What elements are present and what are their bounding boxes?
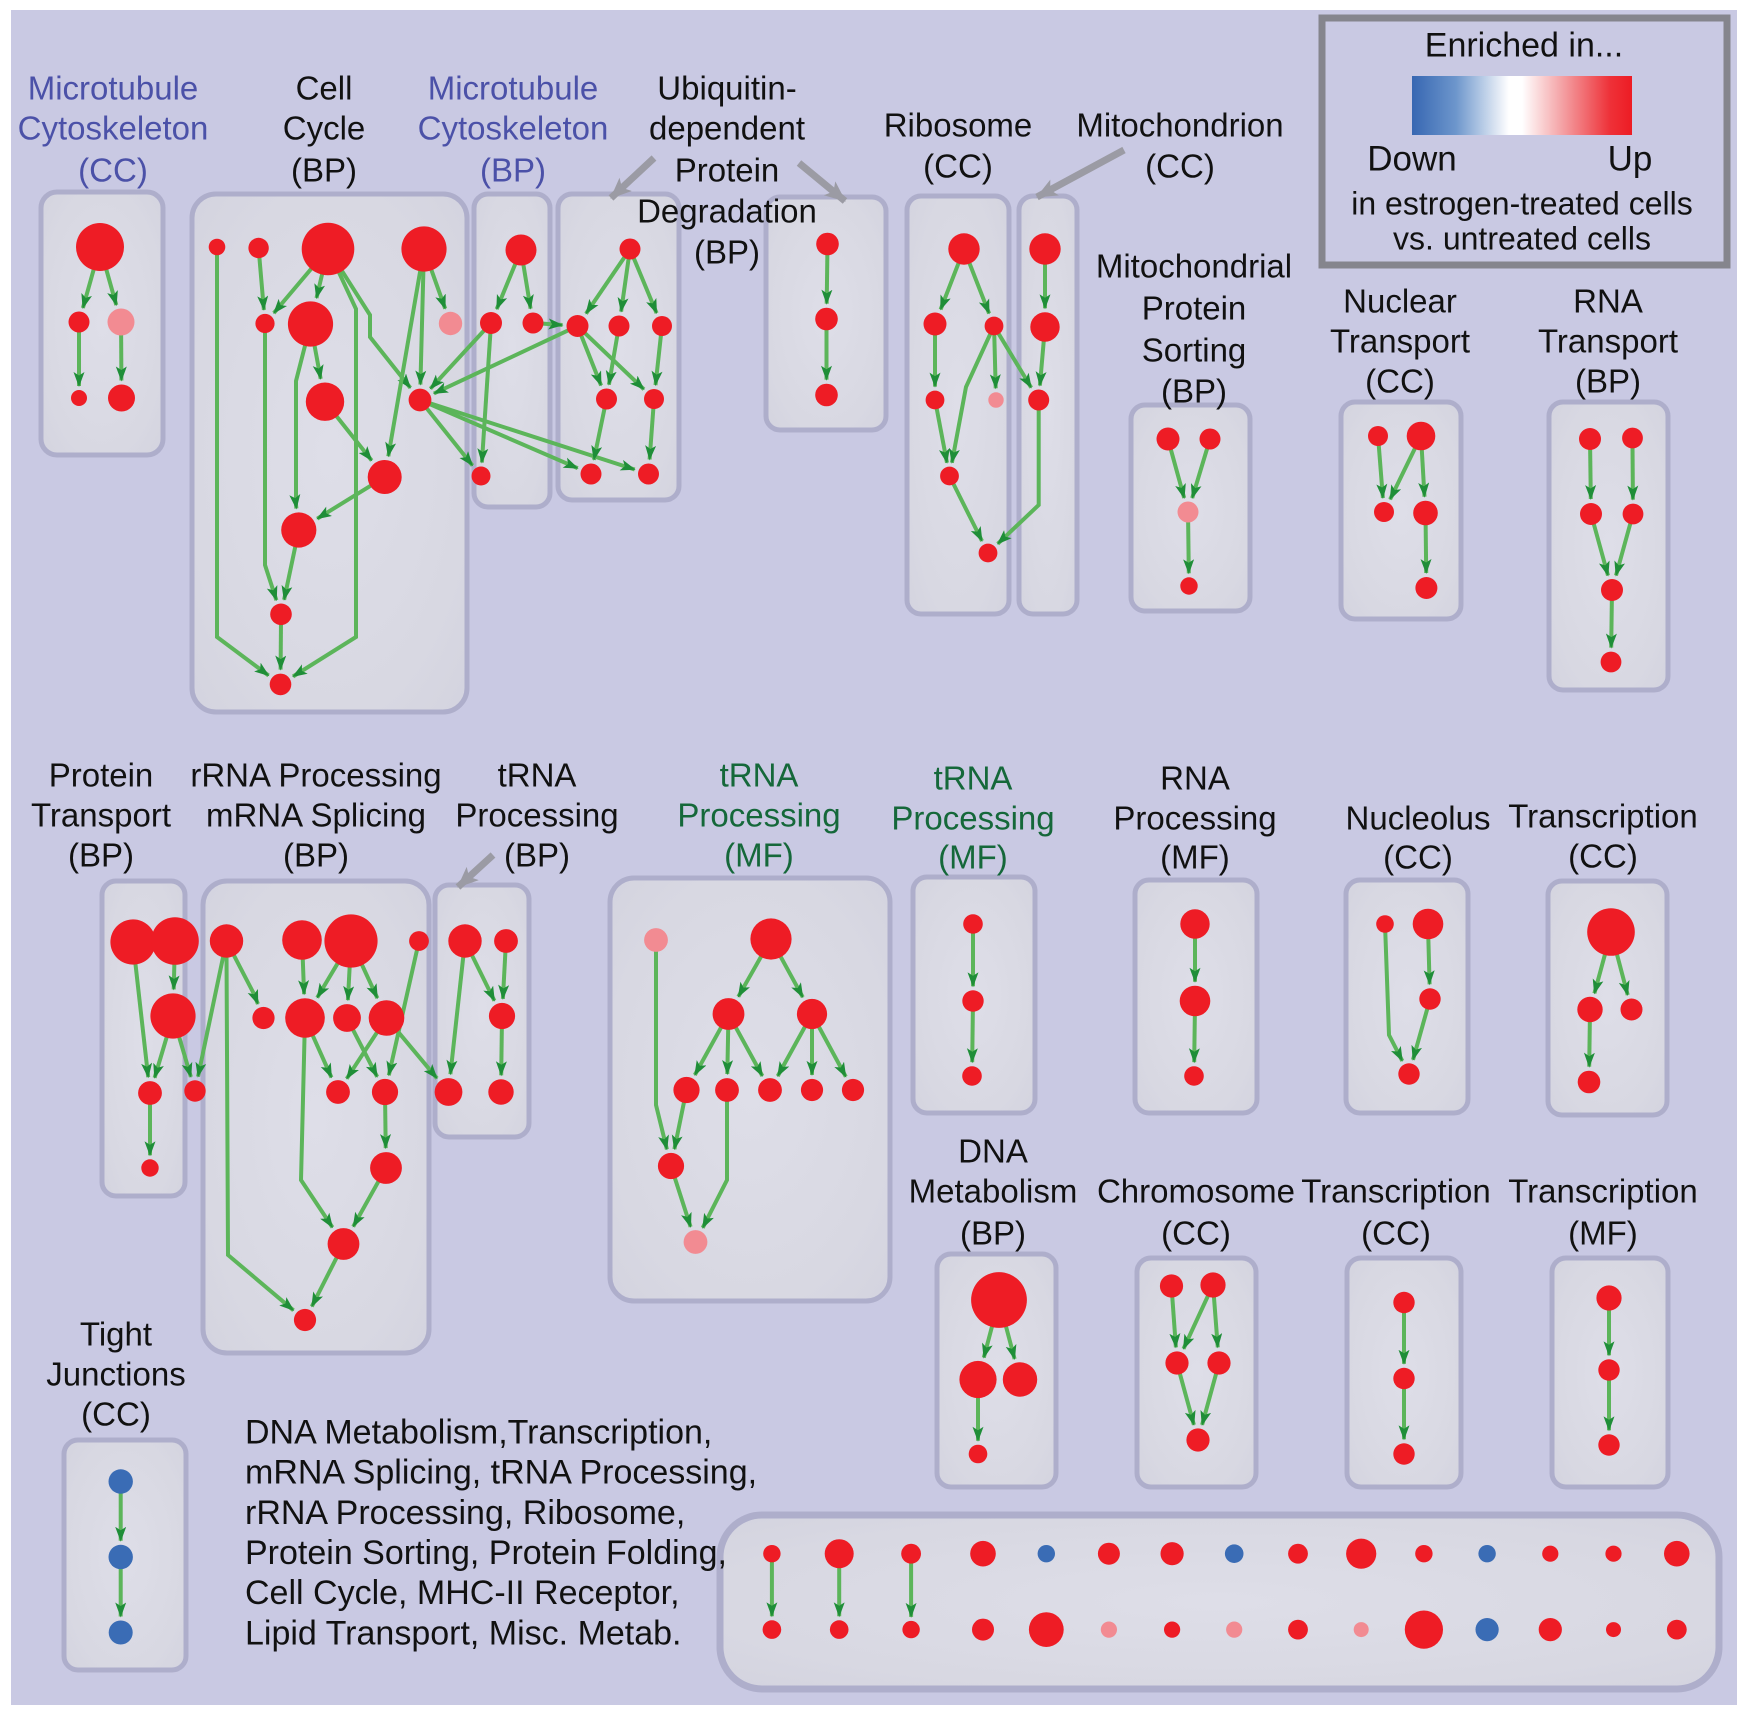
svg-text:DNA: DNA <box>958 1133 1028 1170</box>
svg-text:Mitochondrion: Mitochondrion <box>1076 107 1283 144</box>
svg-text:(CC): (CC) <box>923 148 993 185</box>
svg-text:(CC): (CC) <box>1568 838 1638 875</box>
svg-text:Lipid Transport, Misc. Metab.: Lipid Transport, Misc. Metab. <box>245 1615 682 1653</box>
svg-text:Protein Sorting, Protein Foldi: Protein Sorting, Protein Folding, <box>245 1534 727 1572</box>
svg-text:Tight: Tight <box>80 1316 152 1353</box>
svg-text:Cell: Cell <box>296 70 353 107</box>
svg-text:tRNA: tRNA <box>720 757 799 794</box>
svg-text:Protein: Protein <box>49 757 154 794</box>
svg-text:tRNA: tRNA <box>934 760 1013 797</box>
svg-text:Transcription: Transcription <box>1508 798 1698 835</box>
svg-text:Junctions: Junctions <box>46 1356 185 1393</box>
svg-text:(CC): (CC) <box>1161 1215 1231 1252</box>
svg-text:Chromosome: Chromosome <box>1097 1173 1295 1210</box>
svg-text:DNA Metabolism,Transcription,: DNA Metabolism,Transcription, <box>245 1414 712 1452</box>
svg-text:(BP): (BP) <box>1161 373 1227 410</box>
svg-text:Nuclear: Nuclear <box>1343 283 1457 320</box>
svg-text:Enriched in...: Enriched in... <box>1425 27 1623 65</box>
svg-text:(CC): (CC) <box>1383 839 1453 876</box>
svg-text:Degradation: Degradation <box>637 193 817 230</box>
svg-text:(CC): (CC) <box>1365 363 1435 400</box>
svg-text:mRNA Splicing, tRNA Processing: mRNA Splicing, tRNA Processing, <box>245 1453 757 1491</box>
svg-text:Metabolism: Metabolism <box>909 1173 1078 1210</box>
svg-text:mRNA Splicing: mRNA Splicing <box>206 797 426 834</box>
svg-text:(BP): (BP) <box>68 837 134 874</box>
svg-text:(CC): (CC) <box>81 1396 151 1433</box>
svg-text:Processing: Processing <box>891 800 1054 837</box>
svg-text:(MF): (MF) <box>938 839 1008 876</box>
svg-text:RNA: RNA <box>1160 760 1230 797</box>
svg-text:RNA: RNA <box>1573 283 1643 320</box>
svg-text:Transcription: Transcription <box>1508 1173 1698 1210</box>
svg-text:rRNA Processing, Ribosome,: rRNA Processing, Ribosome, <box>245 1494 685 1532</box>
svg-text:Nucleolus: Nucleolus <box>1346 800 1491 837</box>
svg-text:Up: Up <box>1608 140 1653 179</box>
svg-text:Sorting: Sorting <box>1142 332 1247 369</box>
svg-text:(CC): (CC) <box>78 152 148 189</box>
svg-text:Processing: Processing <box>1113 800 1276 837</box>
svg-text:(BP): (BP) <box>1575 363 1641 400</box>
svg-text:(BP): (BP) <box>504 837 570 874</box>
svg-text:Protein: Protein <box>1142 290 1247 327</box>
svg-text:Transport: Transport <box>1538 323 1678 360</box>
svg-text:(BP): (BP) <box>291 152 357 189</box>
svg-text:Cell Cycle, MHC-II Receptor,: Cell Cycle, MHC-II Receptor, <box>245 1574 680 1612</box>
svg-text:Microtubule: Microtubule <box>428 70 599 107</box>
svg-text:Transport: Transport <box>31 797 171 834</box>
svg-text:in estrogen-treated cells: in estrogen-treated cells <box>1351 186 1693 222</box>
svg-text:tRNA: tRNA <box>498 757 577 794</box>
svg-text:(BP): (BP) <box>694 234 760 271</box>
svg-text:Microtubule: Microtubule <box>28 70 199 107</box>
svg-text:dependent: dependent <box>649 110 805 147</box>
svg-text:(CC): (CC) <box>1361 1215 1431 1252</box>
svg-text:Cycle: Cycle <box>283 110 366 147</box>
svg-text:(CC): (CC) <box>1145 148 1215 185</box>
svg-text:Down: Down <box>1367 140 1456 179</box>
svg-text:Mitochondrial: Mitochondrial <box>1096 248 1292 285</box>
svg-text:Transport: Transport <box>1330 323 1470 360</box>
svg-text:Ribosome: Ribosome <box>884 107 1033 144</box>
svg-text:vs. untreated cells: vs. untreated cells <box>1393 221 1651 257</box>
svg-text:(BP): (BP) <box>960 1215 1026 1252</box>
svg-text:(MF): (MF) <box>1568 1215 1638 1252</box>
svg-text:Protein: Protein <box>675 152 780 189</box>
svg-text:(BP): (BP) <box>283 837 349 874</box>
svg-text:(BP): (BP) <box>480 152 546 189</box>
svg-text:Processing: Processing <box>677 797 840 834</box>
svg-text:Transcription: Transcription <box>1301 1173 1491 1210</box>
svg-text:(MF): (MF) <box>1160 839 1230 876</box>
svg-text:(MF): (MF) <box>724 837 794 874</box>
svg-text:Cytoskeleton: Cytoskeleton <box>418 110 609 147</box>
svg-text:rRNA Processing: rRNA Processing <box>190 757 441 794</box>
svg-text:Processing: Processing <box>455 797 618 834</box>
svg-text:Ubiquitin-: Ubiquitin- <box>657 70 796 107</box>
svg-text:Cytoskeleton: Cytoskeleton <box>18 110 209 147</box>
